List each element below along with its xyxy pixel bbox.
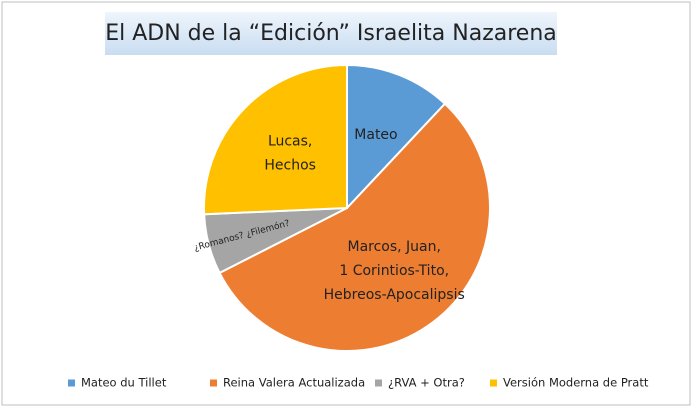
pie-slice — [218, 102, 491, 352]
pie-slice — [346, 63, 447, 211]
chart-title: El ADN de la “Edición” Israelita Nazaren… — [105, 21, 557, 46]
slice-label: Hebreos-Apocalipsis — [324, 287, 465, 303]
legend-label: Mateo du Tillet — [81, 376, 167, 390]
legend-label: Reina Valera Actualizada — [223, 376, 365, 390]
legend-swatch — [68, 379, 75, 387]
legend-swatch — [210, 379, 217, 387]
legend-swatch — [375, 379, 382, 387]
title-box — [105, 12, 557, 55]
slice-label: 1 Corintios-Tito, — [339, 263, 449, 279]
pie-slice — [203, 63, 348, 216]
slice-label: Mateo — [354, 127, 397, 143]
legend-label: Versión Moderna de Pratt — [503, 376, 649, 390]
legend-swatch — [490, 379, 497, 387]
slice-label: Lucas, — [268, 134, 312, 150]
slice-label: Hechos — [264, 158, 316, 174]
legend-label: ¿RVA + Otra? — [388, 376, 465, 390]
slice-label: Marcos, Juan, — [347, 239, 440, 255]
